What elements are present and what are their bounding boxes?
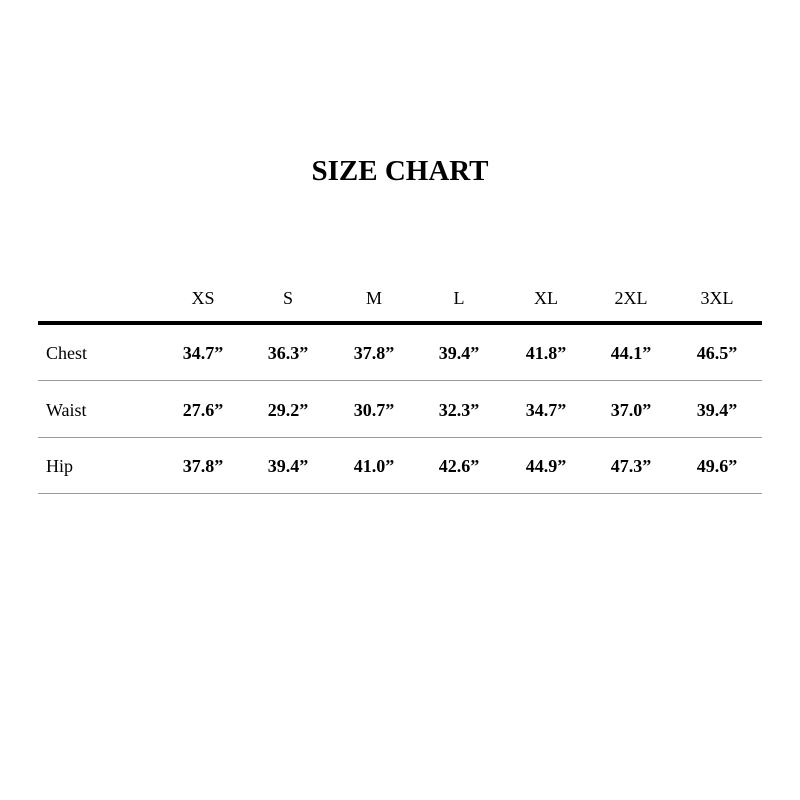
table-cell: 44.1” (610, 343, 652, 363)
table-cell: 34.7” (525, 400, 567, 420)
table-cell: 30.7” (353, 400, 395, 420)
table-cell: 39.4” (438, 343, 480, 363)
column-header: S (282, 288, 293, 308)
table-cell: 32.3” (438, 400, 480, 420)
column-header: M (365, 288, 382, 308)
column-header: L (453, 288, 465, 308)
table-cell: 27.6” (182, 400, 224, 420)
table-cell: 41.8” (525, 343, 567, 363)
table-cell: 37.0” (610, 400, 652, 420)
column-header: XS (191, 288, 215, 308)
row-divider (38, 437, 762, 438)
column-header: 3XL (700, 288, 734, 308)
table-cell: 46.5” (696, 343, 738, 363)
table-cell: 37.8” (353, 343, 395, 363)
column-header: XL (534, 288, 558, 308)
table-cell: 49.6” (696, 456, 738, 476)
table-cell: 47.3” (610, 456, 652, 476)
table-cell: 29.2” (267, 400, 309, 420)
table-cell: 39.4” (267, 456, 309, 476)
table-cell: 36.3” (267, 343, 309, 363)
table-cell: 44.9” (525, 456, 567, 476)
page-title: SIZE CHART (311, 155, 489, 187)
row-label: Chest (46, 343, 88, 363)
table-cell: 42.6” (438, 456, 480, 476)
table-cell: 34.7” (182, 343, 224, 363)
row-label: Waist (46, 400, 87, 420)
row-divider (38, 493, 762, 494)
table-cell: 39.4” (696, 400, 738, 420)
row-divider (38, 380, 762, 381)
header-divider (38, 321, 762, 325)
row-label: Hip (46, 456, 73, 476)
column-header: 2XL (614, 288, 648, 308)
table-cell: 41.0” (353, 456, 395, 476)
table-cell: 37.8” (182, 456, 224, 476)
